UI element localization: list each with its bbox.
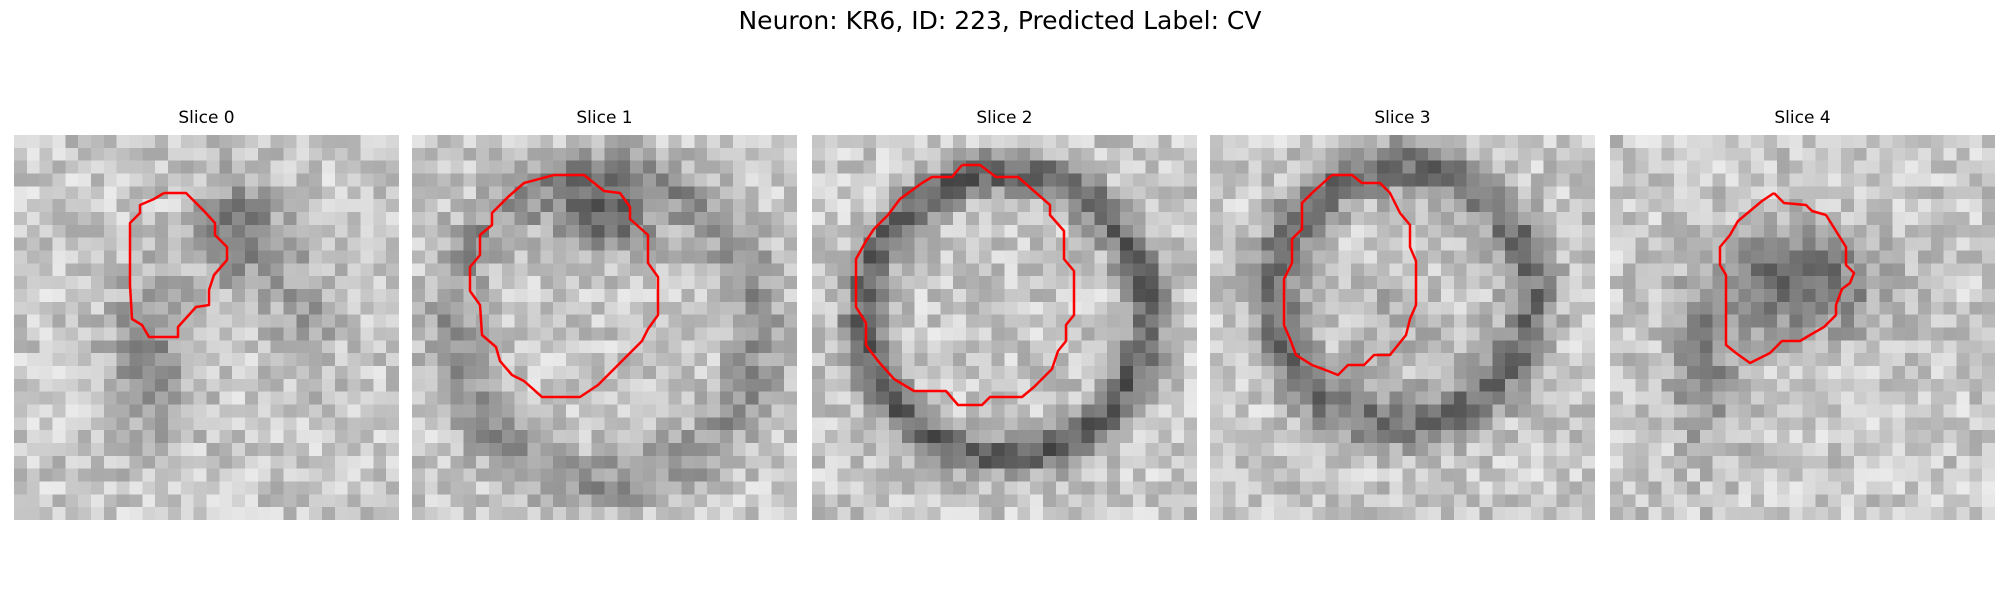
grayscale-em-image (14, 135, 399, 520)
red-contour (128, 191, 229, 339)
slice-panel-1: Slice 1 (412, 108, 797, 524)
segmentation-overlay (1718, 191, 1856, 365)
slice-panel-4: Slice 4 (1610, 108, 1995, 524)
segmentation-overlay (468, 173, 660, 399)
red-contour (468, 173, 660, 399)
slice-panel-0: Slice 0 (14, 108, 399, 524)
grayscale-em-image (412, 135, 797, 520)
segmentation-overlay (1282, 173, 1418, 377)
segmentation-overlay (854, 163, 1076, 407)
slice-title: Slice 3 (1374, 108, 1431, 128)
grayscale-em-image (1210, 135, 1595, 520)
grayscale-em-image (1610, 135, 1995, 520)
slice-title: Slice 4 (1774, 108, 1831, 128)
slice-title: Slice 2 (976, 108, 1033, 128)
red-contour (854, 163, 1076, 407)
slice-panel-3: Slice 3 (1210, 108, 1595, 524)
slice-panel-2: Slice 2 (812, 108, 1197, 524)
slice-title: Slice 0 (178, 108, 235, 128)
figure-title: Neuron: KR6, ID: 223, Predicted Label: C… (738, 6, 1262, 35)
red-contour (1282, 173, 1418, 377)
red-contour (1718, 191, 1856, 365)
grayscale-em-image (812, 135, 1197, 520)
segmentation-overlay (128, 191, 229, 339)
slice-title: Slice 1 (576, 108, 633, 128)
